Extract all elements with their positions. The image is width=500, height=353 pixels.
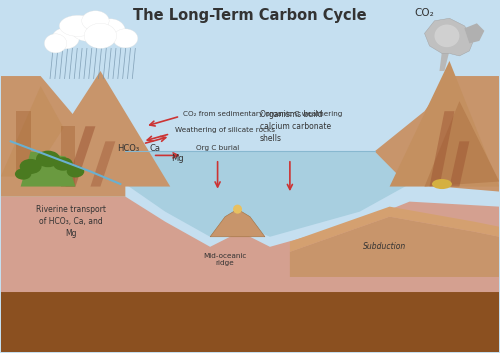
- Polygon shape: [464, 23, 484, 43]
- Polygon shape: [390, 61, 500, 186]
- Text: Mg: Mg: [172, 154, 184, 163]
- Text: HCO₃: HCO₃: [117, 144, 139, 153]
- Polygon shape: [424, 18, 474, 56]
- Polygon shape: [90, 141, 116, 186]
- Polygon shape: [450, 141, 469, 186]
- Ellipse shape: [36, 151, 60, 167]
- Polygon shape: [440, 51, 450, 71]
- Text: Org C burial: Org C burial: [196, 145, 239, 151]
- Polygon shape: [424, 101, 500, 186]
- Polygon shape: [0, 292, 500, 352]
- Ellipse shape: [96, 19, 126, 43]
- Polygon shape: [126, 151, 410, 237]
- Ellipse shape: [84, 23, 116, 48]
- Polygon shape: [0, 76, 126, 197]
- Polygon shape: [290, 207, 500, 252]
- Text: Riverine transport
of HCO₃, Ca, and
Mg: Riverine transport of HCO₃, Ca, and Mg: [36, 205, 106, 238]
- Text: The Long-Term Carbon Cycle: The Long-Term Carbon Cycle: [133, 8, 367, 23]
- Text: Mid-oceanic
ridge: Mid-oceanic ridge: [204, 253, 247, 266]
- Ellipse shape: [20, 159, 42, 174]
- Polygon shape: [26, 71, 170, 186]
- Polygon shape: [290, 217, 500, 277]
- Ellipse shape: [44, 34, 67, 53]
- Polygon shape: [0, 86, 90, 176]
- Polygon shape: [374, 76, 500, 192]
- Ellipse shape: [432, 179, 452, 189]
- Polygon shape: [210, 209, 265, 237]
- Text: Organisms build
calcium carbonate
shells: Organisms build calcium carbonate shells: [260, 110, 331, 143]
- Ellipse shape: [66, 166, 84, 178]
- Polygon shape: [66, 126, 96, 186]
- Ellipse shape: [70, 15, 106, 41]
- Ellipse shape: [434, 25, 460, 47]
- Ellipse shape: [53, 157, 73, 171]
- Polygon shape: [20, 151, 76, 186]
- Ellipse shape: [15, 168, 32, 180]
- Text: CO₂: CO₂: [414, 8, 434, 18]
- Polygon shape: [16, 111, 30, 176]
- Text: Weathering of silicate rocks: Weathering of silicate rocks: [175, 127, 275, 133]
- Ellipse shape: [113, 29, 138, 48]
- Ellipse shape: [82, 11, 109, 31]
- Ellipse shape: [60, 15, 96, 36]
- Polygon shape: [60, 126, 76, 186]
- Polygon shape: [0, 197, 500, 292]
- Text: Ca: Ca: [150, 144, 161, 153]
- Ellipse shape: [233, 205, 242, 214]
- Ellipse shape: [52, 28, 79, 49]
- Text: CO₂ from sedimentary organic C weathering: CO₂ from sedimentary organic C weatherin…: [182, 111, 342, 117]
- Text: Subduction: Subduction: [363, 242, 406, 251]
- Polygon shape: [430, 111, 454, 186]
